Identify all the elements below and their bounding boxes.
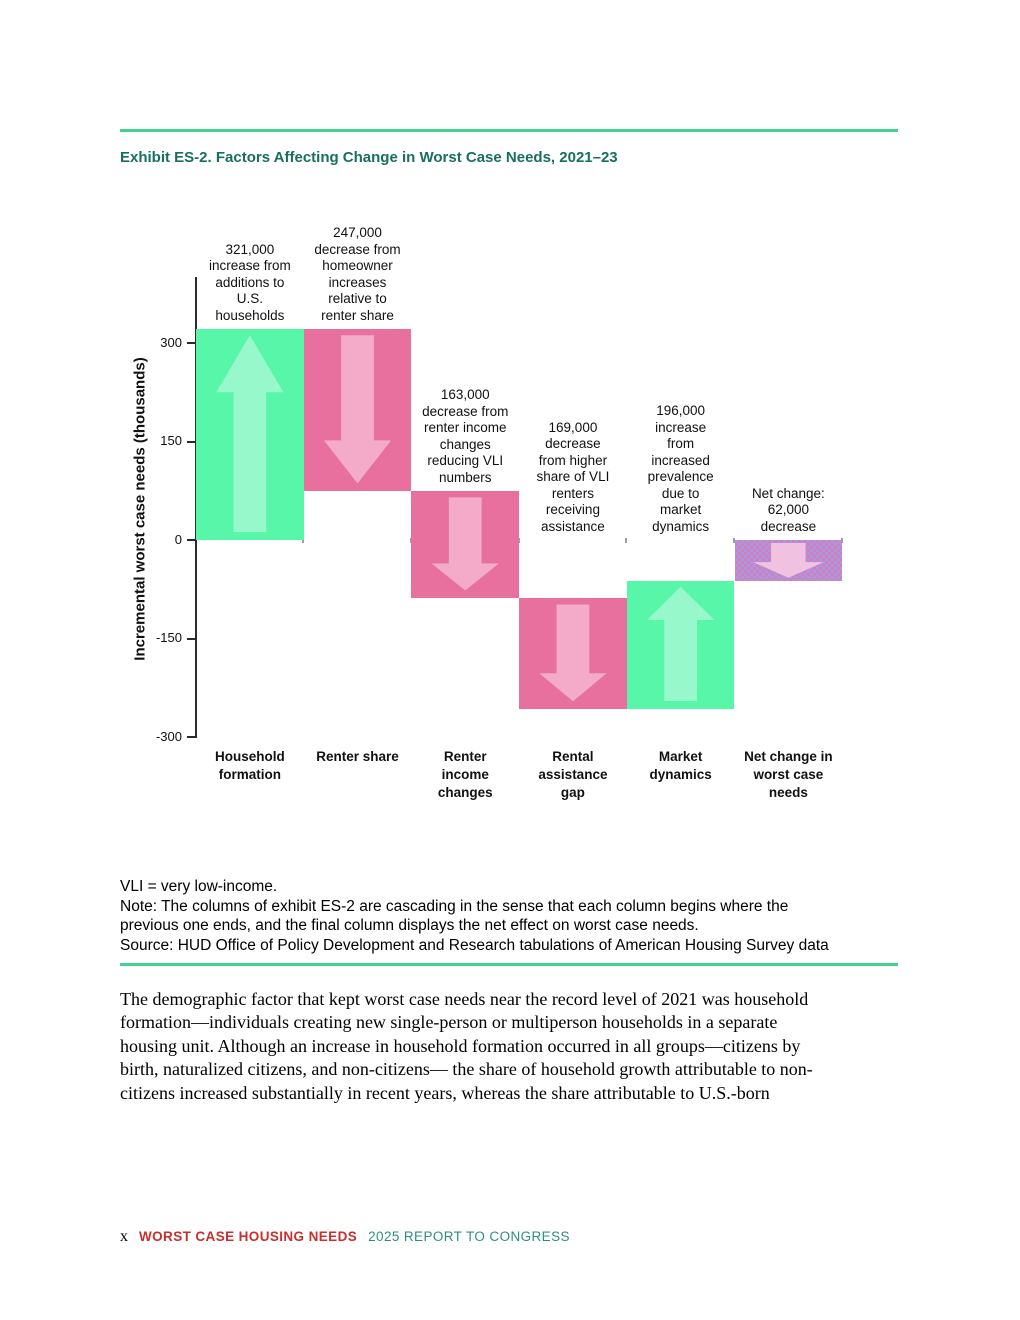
annotation-market-dynamics: 196,000 increase from increased prevalen…: [647, 403, 714, 534]
up-arrow-icon: [647, 586, 715, 702]
x-label-rental-assistance-gap: Rental assistance gap: [538, 749, 608, 800]
annotation-household-formation: 321,000 increase from additions to U.S. …: [208, 241, 291, 323]
down-arrow-icon: [323, 335, 392, 484]
y-tick-label-0: 0: [174, 531, 182, 547]
down-arrow-icon: [753, 543, 824, 578]
y-axis-tick-0: [187, 539, 195, 541]
x-label-renter-income-changes: Renter income changes: [437, 749, 493, 800]
bar-net-change: [734, 540, 843, 581]
down-arrow-icon: [431, 497, 499, 591]
chart-notes: VLI = very low-income. Note: The columns…: [120, 878, 829, 954]
down-arrow-icon: [539, 604, 607, 702]
footer-report-subtitle: 2025 REPORT TO CONGRESS: [368, 1229, 570, 1244]
footer-report-name: WORST CASE HOUSING NEEDS: [139, 1229, 358, 1244]
exhibit-title: Exhibit ES-2. Factors Affecting Change i…: [120, 149, 618, 166]
page-footer: x WORST CASE HOUSING NEEDS 2025 REPORT T…: [120, 1228, 570, 1246]
page-number: x: [120, 1228, 128, 1245]
annotation-renter-income-changes: 163,000 decrease from renter income chan…: [422, 387, 509, 485]
bar-household-formation: [196, 329, 304, 540]
annotation-net-change: Net change: 62,000 decrease: [751, 485, 825, 534]
up-arrow-icon: [216, 335, 284, 532]
x-label-renter-share: Renter share: [316, 749, 399, 764]
y-tick-label--150: -150: [155, 630, 182, 645]
bar-market-dynamics: [626, 580, 735, 710]
annotation-renter-share: 247,000 decrease from homeowner increase…: [314, 225, 401, 323]
zero-line-tick: [625, 538, 628, 543]
body-paragraph: The demographic factor that kept worst c…: [120, 989, 813, 1103]
bar-renter-share: [303, 329, 412, 492]
y-axis-tick-300: [187, 342, 195, 344]
x-label-market-dynamics: Market dynamics: [649, 749, 712, 782]
x-label-net-change: Net change in worst case needs: [744, 749, 833, 800]
bar-rental-assistance-gap: [519, 598, 627, 710]
bar-renter-income-changes: [411, 491, 520, 599]
y-tick-label-300: 300: [160, 334, 182, 350]
top-rule: [120, 129, 898, 132]
y-axis-tick--300: [187, 736, 195, 738]
annotation-rental-assistance-gap: 169,000 decrease from higher share of VL…: [536, 419, 610, 534]
y-axis-tick--150: [187, 637, 195, 640]
y-tick-label--300: -300: [155, 728, 182, 744]
y-axis-tick-150: [187, 440, 195, 443]
zero-line-tick: [409, 538, 412, 543]
zero-line-tick: [733, 538, 735, 543]
divider-rule: [120, 963, 898, 966]
y-axis-title: Incremental worst case needs (thousands): [131, 357, 149, 661]
zero-line-tick: [302, 538, 305, 543]
y-axis-line: [194, 277, 197, 738]
x-label-household-formation: Household formation: [214, 749, 285, 782]
y-tick-label-150: 150: [160, 433, 182, 448]
